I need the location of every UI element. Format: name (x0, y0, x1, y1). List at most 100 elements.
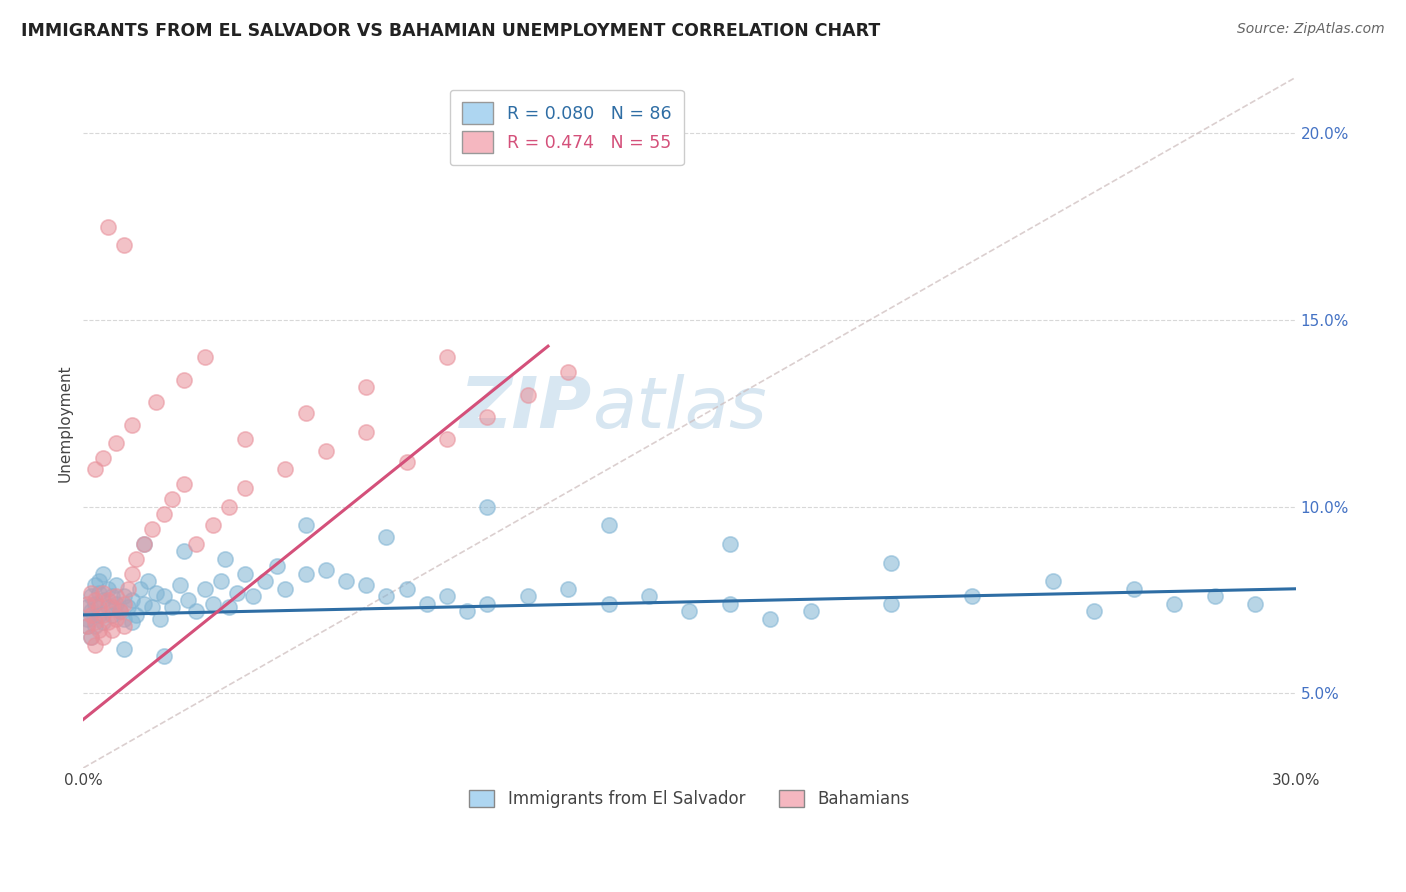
Point (638, 589, 661, 603)
Point (132, 597, 155, 611)
Point (84, 593, 107, 607)
Point (315, 563, 337, 577)
Point (80, 607, 103, 622)
Point (160, 492, 183, 507)
Point (436, 589, 458, 603)
Point (186, 604, 208, 618)
Point (76, 600, 98, 615)
Point (375, 529, 398, 543)
Point (186, 537, 208, 551)
Point (516, 387, 538, 401)
Point (80, 630, 103, 644)
Point (354, 578, 377, 592)
Point (93, 615, 115, 630)
Point (89, 600, 111, 615)
Point (177, 593, 200, 607)
Point (108, 604, 131, 618)
Point (233, 566, 256, 581)
Point (104, 436, 127, 450)
Point (233, 481, 256, 495)
Point (104, 589, 127, 603)
Point (76, 612, 98, 626)
Point (218, 600, 240, 615)
Point (395, 455, 418, 469)
Point (193, 351, 215, 365)
Point (456, 604, 478, 618)
Point (145, 585, 167, 599)
Point (80, 630, 103, 644)
Point (254, 574, 277, 589)
Point (266, 559, 288, 574)
Point (1244, 597, 1267, 611)
Point (84, 597, 107, 611)
Point (125, 607, 148, 622)
Point (76, 597, 98, 611)
Point (93, 566, 115, 581)
Point (100, 600, 122, 615)
Point (294, 518, 316, 533)
Point (96, 582, 118, 596)
Point (242, 589, 264, 603)
Point (193, 582, 215, 596)
Point (173, 477, 195, 491)
Legend: Immigrants from El Salvador, Bahamians: Immigrants from El Salvador, Bahamians (463, 783, 917, 815)
Point (880, 556, 903, 570)
Point (880, 597, 903, 611)
Point (335, 574, 357, 589)
Point (375, 589, 398, 603)
Point (294, 566, 316, 581)
Point (315, 443, 337, 458)
Point (121, 566, 143, 581)
Point (93, 585, 115, 599)
Point (76, 619, 98, 633)
Point (132, 537, 155, 551)
Point (117, 582, 139, 596)
Point (718, 537, 741, 551)
Point (173, 373, 195, 387)
Point (1204, 589, 1226, 603)
Point (93, 607, 115, 622)
Point (149, 612, 172, 626)
Text: IMMIGRANTS FROM EL SALVADOR VS BAHAMIAN UNEMPLOYMENT CORRELATION CHART: IMMIGRANTS FROM EL SALVADOR VS BAHAMIAN … (21, 22, 880, 40)
Point (121, 593, 143, 607)
Point (89, 585, 111, 599)
Point (93, 630, 115, 644)
Point (112, 597, 135, 611)
Point (141, 522, 163, 536)
Point (516, 589, 538, 603)
Point (93, 451, 115, 466)
Point (84, 462, 107, 476)
Text: ZIP: ZIP (460, 375, 592, 443)
Point (1083, 604, 1105, 618)
Point (112, 238, 135, 252)
Point (354, 425, 377, 439)
Point (89, 607, 111, 622)
Point (145, 395, 167, 409)
Point (121, 417, 143, 432)
Point (132, 537, 155, 551)
Point (233, 433, 256, 447)
Point (294, 406, 316, 420)
Point (112, 641, 135, 656)
Point (218, 500, 240, 514)
Point (112, 589, 135, 603)
Point (477, 410, 499, 425)
Point (214, 552, 236, 566)
Point (718, 597, 741, 611)
Point (128, 582, 150, 596)
Point (80, 604, 103, 618)
Point (169, 578, 191, 592)
Point (201, 518, 224, 533)
Point (96, 600, 118, 615)
Point (1042, 574, 1064, 589)
Text: Source: ZipAtlas.com: Source: ZipAtlas.com (1237, 22, 1385, 37)
Point (117, 600, 139, 615)
Point (80, 585, 103, 599)
Point (225, 585, 247, 599)
Point (598, 518, 620, 533)
Point (89, 623, 111, 637)
Point (76, 619, 98, 633)
Point (104, 612, 127, 626)
Point (84, 619, 107, 633)
Point (598, 597, 620, 611)
